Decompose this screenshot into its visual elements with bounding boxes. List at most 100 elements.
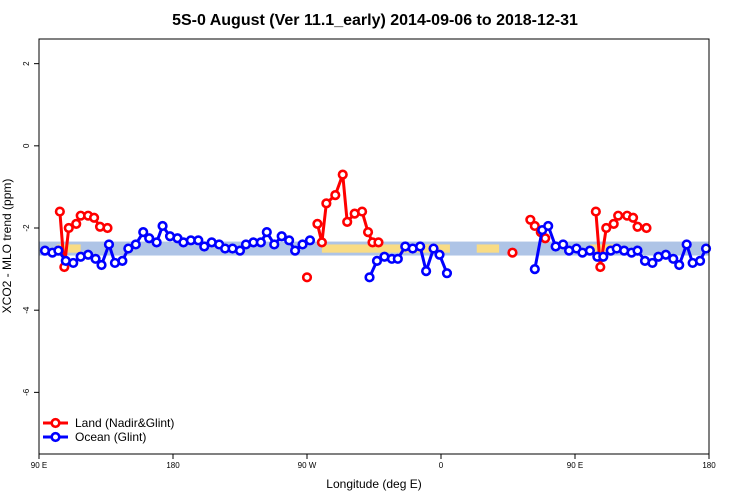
data-point <box>90 253 101 264</box>
legend-label: Land (Nadir&Glint) <box>75 416 174 430</box>
data-point <box>608 218 619 230</box>
data-point <box>627 212 639 223</box>
legend-entry: Land (Nadir&Glint) <box>43 416 174 430</box>
x-tick-label: 180 <box>702 461 716 470</box>
data-point <box>428 243 439 254</box>
data-point <box>632 245 643 256</box>
legend-marker <box>50 417 61 429</box>
data-point <box>507 247 518 258</box>
plot-frame <box>38 38 710 455</box>
data-point <box>641 222 652 234</box>
x-tick-label: 90 E <box>31 461 47 470</box>
y-axis-label: XCO2 - MLO trend (ppm) <box>0 179 14 314</box>
y-tick-label: 2 <box>22 61 31 66</box>
data-point <box>601 222 612 234</box>
data-point <box>301 272 313 283</box>
data-point <box>276 231 287 242</box>
data-point <box>434 249 445 260</box>
data-point <box>269 239 280 250</box>
data-point <box>284 235 295 246</box>
data-point <box>543 220 554 232</box>
data-point <box>356 206 368 217</box>
data-point <box>674 259 685 271</box>
data-point <box>261 227 272 238</box>
data-point <box>371 255 383 266</box>
data-point <box>234 245 246 256</box>
series-0 <box>54 169 652 283</box>
data-point <box>681 239 692 250</box>
data-point <box>297 239 308 250</box>
data-point <box>130 239 141 250</box>
data-point <box>68 257 79 269</box>
data-point <box>337 169 348 180</box>
data-point <box>584 245 595 256</box>
x-axis-label: Longitude (deg E) <box>326 477 421 491</box>
data-point <box>392 253 403 264</box>
x-tick-label: 90 E <box>567 461 583 470</box>
x-axis: 90 E 180 90 W 0 90 E 180 <box>31 454 716 470</box>
legend-marker <box>50 431 61 443</box>
data-point <box>590 206 601 217</box>
data-point <box>151 237 162 248</box>
x-tick-label: 180 <box>166 461 180 470</box>
data-point <box>96 259 107 271</box>
data-point <box>157 220 168 232</box>
x-tick-label: 90 W <box>298 461 317 470</box>
data-point <box>595 261 606 273</box>
data-point <box>83 249 94 260</box>
land-band-segment <box>321 244 450 253</box>
land-band-segment <box>476 244 500 253</box>
series-layer <box>39 169 712 283</box>
data-point <box>362 227 374 238</box>
data-point <box>700 243 712 254</box>
data-point <box>54 206 65 217</box>
data-point <box>598 251 609 262</box>
chart-title: 5S-0 August (Ver 11.1_early) 2014-09-06 … <box>172 12 578 29</box>
data-point <box>364 272 375 283</box>
data-point <box>255 237 266 248</box>
data-point <box>144 233 155 244</box>
data-point <box>193 235 204 246</box>
data-point <box>529 220 540 232</box>
data-point <box>557 239 569 250</box>
y-tick-label: -4 <box>22 306 31 314</box>
legend-entry: Ocean (Glint) <box>43 430 146 444</box>
data-point <box>321 198 332 209</box>
data-point <box>199 241 210 252</box>
data-point <box>102 222 113 234</box>
data-point <box>103 239 115 250</box>
data-point <box>415 241 426 252</box>
data-point <box>138 227 149 238</box>
data-point <box>63 222 74 234</box>
data-point <box>289 245 301 256</box>
data-point <box>660 249 671 260</box>
y-axis: 2 0 -2 -4 -6 <box>22 61 39 396</box>
data-point <box>71 218 82 230</box>
data-point <box>421 266 432 277</box>
data-point <box>529 263 540 275</box>
legend-label: Ocean (Glint) <box>75 430 146 444</box>
data-point <box>441 268 453 279</box>
data-point <box>88 212 100 223</box>
series-1 <box>39 220 712 283</box>
y-tick-label: -2 <box>22 224 31 232</box>
data-point <box>632 221 643 232</box>
land-band-segment <box>56 244 81 253</box>
data-point <box>342 216 353 227</box>
data-point <box>330 190 341 201</box>
data-point <box>53 245 64 256</box>
data-point <box>312 218 323 230</box>
legend: Land (Nadir&Glint)Ocean (Glint) <box>43 416 174 444</box>
data-point <box>647 257 658 269</box>
data-point <box>117 255 128 266</box>
data-point <box>668 253 679 264</box>
data-point <box>316 237 327 248</box>
data-point <box>373 237 384 248</box>
data-point <box>123 243 134 254</box>
data-point <box>613 210 624 221</box>
x-tick-label: 0 <box>439 461 444 470</box>
y-tick-label: 0 <box>22 143 31 148</box>
y-tick-label: -6 <box>22 388 31 396</box>
data-point <box>304 235 316 246</box>
